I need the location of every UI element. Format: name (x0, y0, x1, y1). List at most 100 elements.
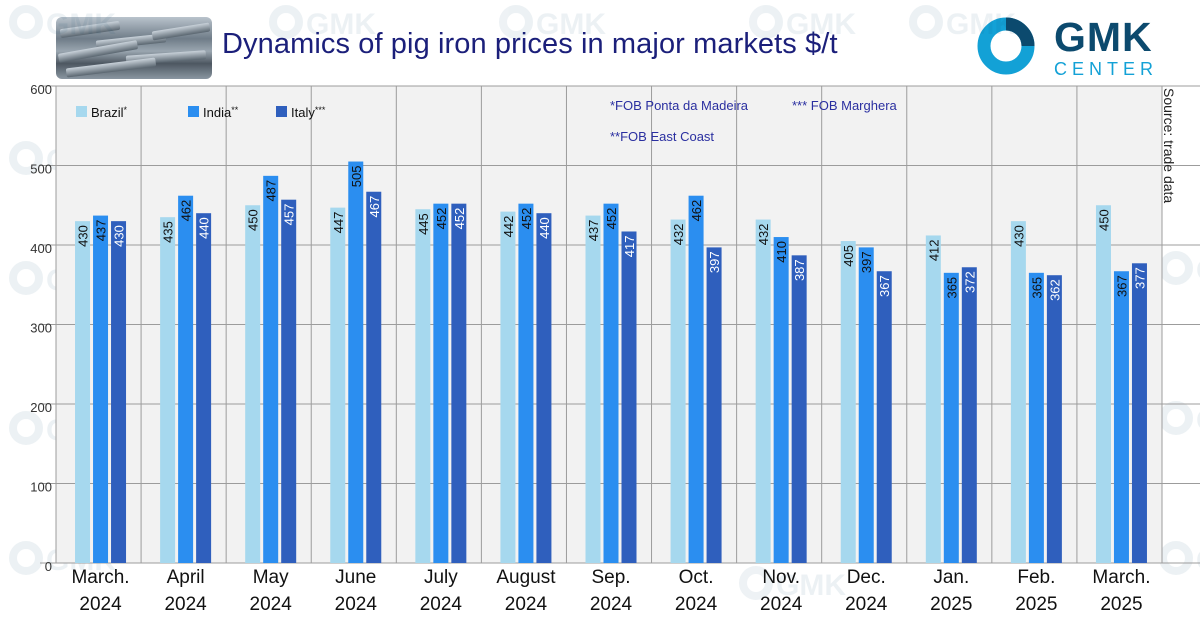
bar-brazil (670, 219, 686, 563)
bar-brazil (1010, 221, 1026, 563)
x-tick-label-year: 2025 (930, 594, 972, 615)
watermark-text: GMK (776, 569, 846, 602)
data-label: 412 (926, 239, 941, 261)
bar-brazil (415, 209, 431, 563)
data-label: 435 (161, 221, 176, 243)
bar-italy (281, 199, 297, 563)
data-label: 467 (367, 196, 382, 218)
x-tick-label-month: Jan. (933, 567, 969, 588)
y-tick-label: 200 (30, 400, 52, 415)
watermark-icon (9, 5, 43, 39)
x-tick-label-month: Sep. (591, 567, 630, 588)
legend-swatch-brazil (76, 106, 87, 117)
bar-italy (366, 191, 382, 564)
gmk-center-logo: GMK CENTER (976, 14, 1176, 79)
y-tick-label: 100 (30, 480, 52, 495)
x-tick-label-year: 2024 (505, 594, 548, 615)
data-label: 432 (756, 224, 771, 246)
legend-swatch-italy (276, 106, 287, 117)
bar-india (603, 203, 619, 563)
bar-brazil (245, 205, 261, 563)
bar-brazil (75, 221, 91, 563)
bar-italy (451, 203, 467, 563)
x-tick-label-month: Feb. (1017, 567, 1055, 588)
bar-brazil (840, 241, 856, 563)
data-label: 442 (501, 216, 516, 238)
data-label: 417 (622, 235, 637, 257)
bar-brazil (160, 217, 176, 564)
bar-india (433, 203, 449, 563)
watermark-icon (1159, 541, 1193, 575)
data-label: 457 (282, 204, 297, 226)
bar-india (178, 195, 194, 563)
data-label: 437 (94, 220, 109, 242)
data-label: 377 (1132, 267, 1147, 289)
watermark-text: GMK (46, 8, 116, 41)
watermark-icon (9, 141, 43, 175)
y-tick-label: 0 (45, 559, 52, 574)
legend-label-india: India** (203, 105, 239, 120)
bar-italy (791, 255, 807, 563)
watermark-text: GMK (1196, 404, 1200, 437)
x-tick-label-year: 2024 (164, 594, 207, 615)
bar-india (943, 272, 959, 563)
x-tick-label-month: March. (1092, 567, 1150, 588)
watermark-icon (749, 5, 783, 39)
bar-brazil (585, 215, 601, 563)
x-tick-label-year: 2025 (1100, 594, 1142, 615)
bar-italy (961, 267, 977, 563)
x-tick-label-month: April (167, 567, 205, 588)
y-tick-label: 600 (30, 82, 52, 97)
watermark-text: GMK (1196, 254, 1200, 287)
x-tick-label-month: July (424, 567, 458, 588)
bar-italy (1131, 263, 1147, 563)
x-tick-label-month: Oct. (679, 567, 714, 588)
legend-label-brazil: Brazil* (91, 105, 128, 120)
bar-india (1113, 271, 1129, 563)
watermark-icon (269, 5, 303, 39)
bar-india (93, 215, 109, 563)
data-label: 445 (416, 213, 431, 235)
x-tick-label-month: June (335, 567, 376, 588)
watermark-text: GMK (306, 8, 376, 41)
data-label: 452 (452, 208, 467, 230)
watermark-text: GMK (1196, 544, 1200, 577)
data-label: 452 (604, 208, 619, 230)
watermark-icon (9, 411, 43, 445)
x-tick-label-year: 2024 (420, 594, 463, 615)
watermark-icon (1159, 401, 1193, 435)
x-tick-label-month: August (496, 567, 556, 588)
data-label: 505 (349, 166, 364, 188)
data-label: 430 (76, 225, 91, 247)
bar-brazil (1095, 205, 1111, 563)
note-india: **FOB East Coast (610, 129, 714, 144)
data-label: 367 (1114, 275, 1129, 297)
data-label: 440 (197, 217, 212, 239)
data-label: 367 (877, 275, 892, 297)
data-label: 452 (519, 208, 534, 230)
data-label: 405 (841, 245, 856, 267)
bar-italy (706, 247, 722, 563)
logo-subtext: CENTER (1054, 59, 1159, 79)
watermark-icon (1159, 251, 1193, 285)
data-label: 410 (774, 241, 789, 263)
bar-india (518, 203, 534, 563)
chart-title: Dynamics of pig iron prices in major mar… (222, 28, 838, 60)
data-label: 462 (179, 200, 194, 222)
x-tick-label-year: 2024 (675, 594, 718, 615)
bar-brazil (500, 211, 516, 564)
data-label: 462 (689, 200, 704, 222)
data-label: 387 (792, 259, 807, 281)
data-label: 430 (1011, 225, 1026, 247)
pig-iron-photo (56, 17, 212, 79)
note-brazil: *FOB Ponta da Madeira (610, 98, 749, 113)
data-label: 487 (264, 180, 279, 202)
y-tick-label: 500 (30, 162, 52, 177)
bar-india (348, 161, 364, 563)
data-label: 362 (1047, 279, 1062, 301)
legend-swatch-india (188, 106, 199, 117)
data-label: 440 (537, 217, 552, 239)
bar-italy (111, 221, 127, 563)
bar-india (263, 175, 279, 563)
y-tick-label: 400 (30, 241, 52, 256)
